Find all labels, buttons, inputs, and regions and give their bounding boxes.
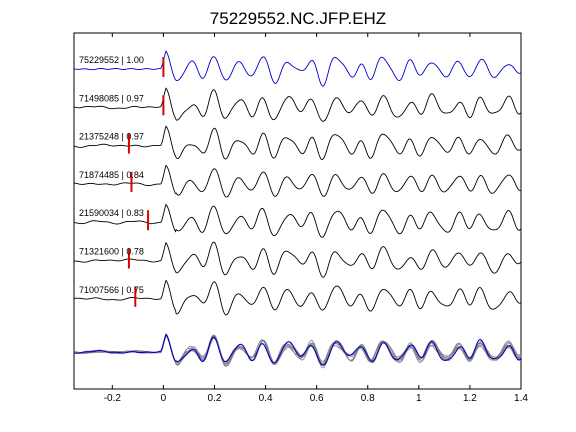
trace-label: 21590034 | 0.83 xyxy=(79,208,144,218)
x-axis: -0.2 0 0.2 0.4 0.6 0.8 1 1.2 1.4 xyxy=(104,33,528,404)
trace-label: 71874485 | 0.84 xyxy=(79,170,144,180)
trace-line xyxy=(73,125,522,160)
x-tick-label: -0.2 xyxy=(104,393,122,404)
trace-label: 71321600 | 0.78 xyxy=(79,247,144,257)
x-tick-label: 1.2 xyxy=(463,393,477,404)
trace-line xyxy=(73,164,522,198)
x-tick-label: 0.8 xyxy=(361,393,375,404)
x-tick-label: 0.2 xyxy=(208,393,222,404)
overlay-trace-line xyxy=(73,333,522,366)
x-tick-label: 1 xyxy=(416,393,422,404)
trace-line xyxy=(73,279,522,316)
x-tick-label: 0 xyxy=(161,393,167,404)
plot-frame xyxy=(73,32,522,390)
x-tick-label: 1.4 xyxy=(514,393,528,404)
trace-label: 21375248 | 0.97 xyxy=(79,132,144,142)
chart-title: 75229552.NC.JFP.EHZ xyxy=(210,9,386,28)
trace-line xyxy=(73,87,522,122)
trace-label: 71007566 | 0.75 xyxy=(79,285,144,295)
trace-label: 71498085 | 0.97 xyxy=(79,93,144,103)
trace-line xyxy=(74,241,522,278)
trace-label: 75229552 | 1.00 xyxy=(79,55,144,65)
trace-line xyxy=(73,50,522,87)
stacked-overlay xyxy=(73,333,522,369)
x-tick-label: 0.6 xyxy=(310,393,324,404)
x-tick-label: 0.4 xyxy=(259,393,273,404)
trace-stack: 75229552 | 1.00 71498085 | 0.97 21375248 |… xyxy=(73,50,522,316)
